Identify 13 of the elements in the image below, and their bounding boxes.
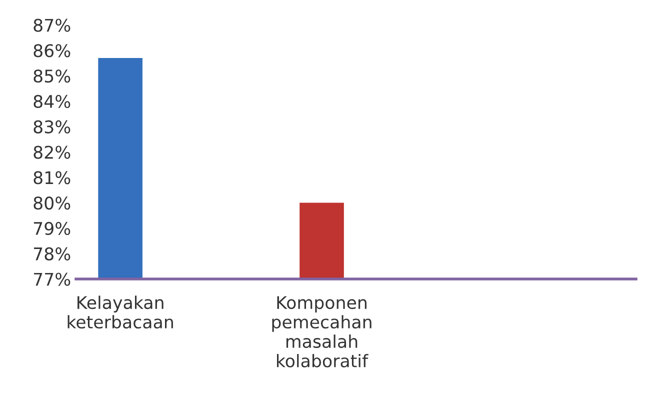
y-tick-label: 79% bbox=[34, 222, 70, 236]
y-tick-label: 87% bbox=[34, 18, 70, 32]
x-tick-label: Kelayakan keterbacaan bbox=[68, 296, 173, 329]
y-tick-label: 81% bbox=[34, 171, 70, 184]
y-tick-label: 85% bbox=[34, 70, 70, 83]
x-tick-label: Komponen pemecahan masalah kolaboratif bbox=[272, 296, 372, 368]
y-tick-label: 82% bbox=[34, 146, 70, 159]
y-tick-label: 78% bbox=[34, 247, 70, 260]
y-tick-label: 83% bbox=[34, 120, 70, 134]
y-tick-label: 77% bbox=[34, 272, 70, 286]
y-tick-label: 84% bbox=[34, 94, 70, 108]
y-tick-label: 86% bbox=[34, 44, 70, 58]
y-tick-label: 80% bbox=[34, 196, 70, 210]
